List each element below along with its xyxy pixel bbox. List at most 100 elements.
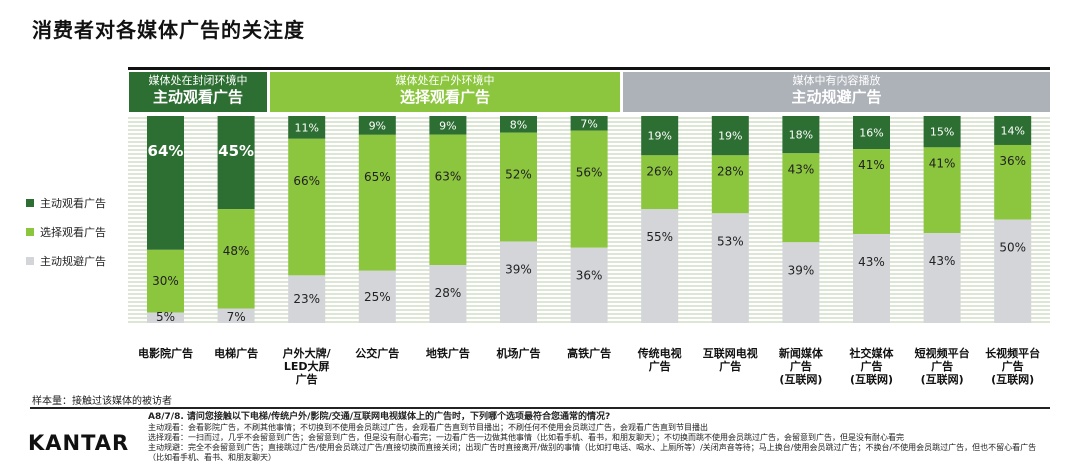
bar-segment: [711, 155, 749, 214]
data-label: 36%: [576, 269, 603, 283]
data-label: 9%: [439, 119, 456, 132]
legend-item-selective: 选择观看广告: [26, 217, 106, 246]
band-closed-line2: 主动观看广告: [152, 88, 243, 107]
category-label: 广告: [719, 359, 741, 373]
category-label: (互联网): [991, 372, 1034, 386]
legend: 主动观看广告 选择观看广告 主动规避广告: [26, 188, 106, 275]
bar-segment: [994, 144, 1032, 220]
data-label: 63%: [435, 170, 462, 184]
category-label: 互联网电视: [703, 346, 758, 360]
bar-segment: [500, 116, 537, 133]
data-label: 8%: [510, 118, 527, 131]
data-label: 5%: [156, 310, 175, 324]
bar-segment: [217, 209, 255, 309]
bar-segment: [570, 116, 608, 131]
data-label: 14%: [1000, 124, 1024, 137]
data-label: 26%: [646, 164, 673, 178]
bar-segment: [358, 134, 396, 271]
data-label: 39%: [505, 262, 532, 276]
data-label: 53%: [717, 234, 744, 248]
bar-segment: [358, 116, 396, 135]
category-label: 广告: [649, 359, 671, 373]
category-label: 广告: [861, 359, 883, 373]
category-label: 社交媒体: [849, 346, 895, 360]
bar-segment: [923, 233, 961, 323]
category-label: 广告: [790, 359, 812, 373]
category-label: 传统电视: [637, 346, 682, 360]
bar-segment: [500, 132, 537, 242]
legend-label-selective: 选择观看广告: [40, 225, 106, 239]
data-label: 39%: [788, 263, 815, 277]
legend-swatch-selective: [26, 227, 34, 236]
category-label: 广告: [296, 372, 318, 386]
legend-item-avoid: 主动规避广告: [26, 246, 106, 275]
data-label: 55%: [646, 230, 673, 244]
data-label: 43%: [788, 162, 815, 176]
bar-segment: [923, 116, 961, 148]
data-label: 7%: [580, 117, 597, 130]
category-label: 长视频平台: [985, 346, 1040, 360]
data-label: 43%: [929, 254, 956, 268]
category-label: 高铁广告: [567, 346, 611, 360]
bar-segment: [288, 116, 326, 139]
bar-segment: [711, 213, 749, 323]
data-label: 16%: [859, 127, 883, 140]
bar-segment: [147, 249, 184, 313]
bar-segment: [853, 116, 890, 150]
band-outdoor-environment: 媒体处在户外环境中 选择观看广告: [270, 72, 620, 112]
bar-segment: [288, 138, 326, 276]
legend-item-active: 主动观看广告: [26, 188, 106, 217]
data-label: 19%: [647, 130, 671, 143]
data-label: 25%: [364, 290, 391, 304]
data-label: 28%: [717, 164, 744, 178]
band-closed-line1: 媒体处在封闭环境中: [148, 74, 248, 87]
category-label: (互联网): [850, 372, 893, 386]
legend-swatch-avoid: [26, 256, 34, 265]
bar-segment: [853, 233, 890, 323]
footnote-line-avoid: 主动规避：完全不会留意到广告；直接跳过广告/使用会员跳过广告/直接切换而直接关闭…: [148, 443, 1037, 463]
category-label: 电梯广告: [214, 346, 258, 360]
band-avoid-line1: 媒体中有内容播放: [792, 74, 881, 87]
data-label: 66%: [293, 174, 320, 188]
band-avoid-line2: 主动规避广告: [791, 88, 882, 107]
category-label: 公交广告: [355, 346, 399, 360]
bar-segment: [570, 247, 608, 323]
data-label: 48%: [223, 244, 250, 258]
category-label: 地铁广告: [426, 346, 470, 360]
bar-segment: [994, 219, 1032, 323]
data-label: 19%: [718, 130, 742, 143]
data-label: 18%: [789, 129, 813, 142]
bar-segment: [217, 308, 255, 323]
data-label: 52%: [505, 168, 532, 182]
data-label: 43%: [858, 255, 885, 269]
data-label: 45%: [218, 142, 254, 160]
bar-segment: [641, 155, 679, 210]
bar-segment: [782, 116, 820, 154]
bar-segment: [358, 270, 396, 323]
data-label: 7%: [227, 310, 246, 324]
data-label: 30%: [152, 274, 179, 288]
band-content-avoid: 媒体中有内容播放 主动规避广告: [623, 72, 1050, 112]
category-label: 新闻媒体: [779, 346, 824, 360]
category-label: (互联网): [921, 372, 964, 386]
data-label: 15%: [930, 126, 954, 139]
data-label: 65%: [364, 170, 391, 184]
bar-segment: [641, 209, 679, 323]
data-label: 50%: [999, 241, 1026, 255]
bar-segment: [500, 241, 537, 323]
band-closed-environment: 媒体处在封闭环境中 主动观看广告: [129, 72, 267, 112]
legend-label-active: 主动观看广告: [40, 196, 106, 210]
category-label: 户外大牌/: [283, 346, 332, 360]
page-title: 消费者对各媒体广告的关注度: [32, 18, 305, 42]
data-label: 36%: [999, 154, 1026, 168]
footer-rule: [30, 407, 1050, 409]
bar-segment: [429, 265, 467, 323]
legend-swatch-active: [26, 198, 34, 207]
category-label: 短视频平台: [915, 346, 970, 360]
bar-segment: [782, 242, 820, 323]
bar-segment: [641, 116, 679, 156]
kantar-logo: KANTAR: [28, 431, 130, 455]
legend-label-avoid: 主动规避广告: [40, 254, 106, 268]
band-outdoor-line1: 媒体处在户外环境中: [395, 74, 495, 87]
